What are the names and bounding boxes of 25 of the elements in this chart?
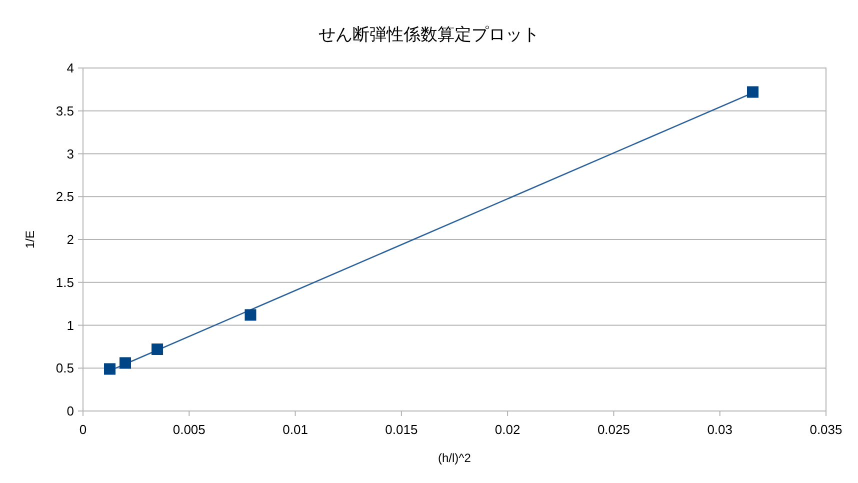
ytick-label: 0: [66, 404, 74, 418]
point: [119, 357, 131, 369]
point: [244, 309, 256, 321]
point: [747, 86, 759, 98]
ytick-label: 0.5: [56, 360, 74, 376]
point: [152, 344, 164, 356]
title: せん断弾性係数算定プロット: [318, 25, 540, 44]
point: [104, 363, 116, 375]
ytick-label: 2.5: [56, 189, 74, 204]
ylabel: 1/E: [23, 230, 37, 248]
ytick-label: 1.5: [56, 274, 74, 290]
ytick-label: 3.5: [56, 103, 74, 118]
ytick-label: 2: [66, 232, 74, 247]
xtick-label: 0: [79, 422, 87, 437]
xtick-label: 0.025: [597, 422, 630, 437]
xtick-label: 0.005: [172, 422, 206, 437]
ytick-label: 3: [66, 146, 74, 162]
xlabel: (h/l)^2: [438, 451, 471, 465]
ytick-label: 1: [66, 318, 74, 333]
xtick-label: 0.03: [707, 422, 733, 437]
xtick-label: 0.035: [810, 422, 842, 437]
xtick-label: 0.015: [385, 422, 418, 437]
ytick-label: 4: [66, 60, 74, 76]
xtick-label: 0.01: [282, 422, 308, 437]
xtick-label: 0.02: [494, 422, 520, 437]
